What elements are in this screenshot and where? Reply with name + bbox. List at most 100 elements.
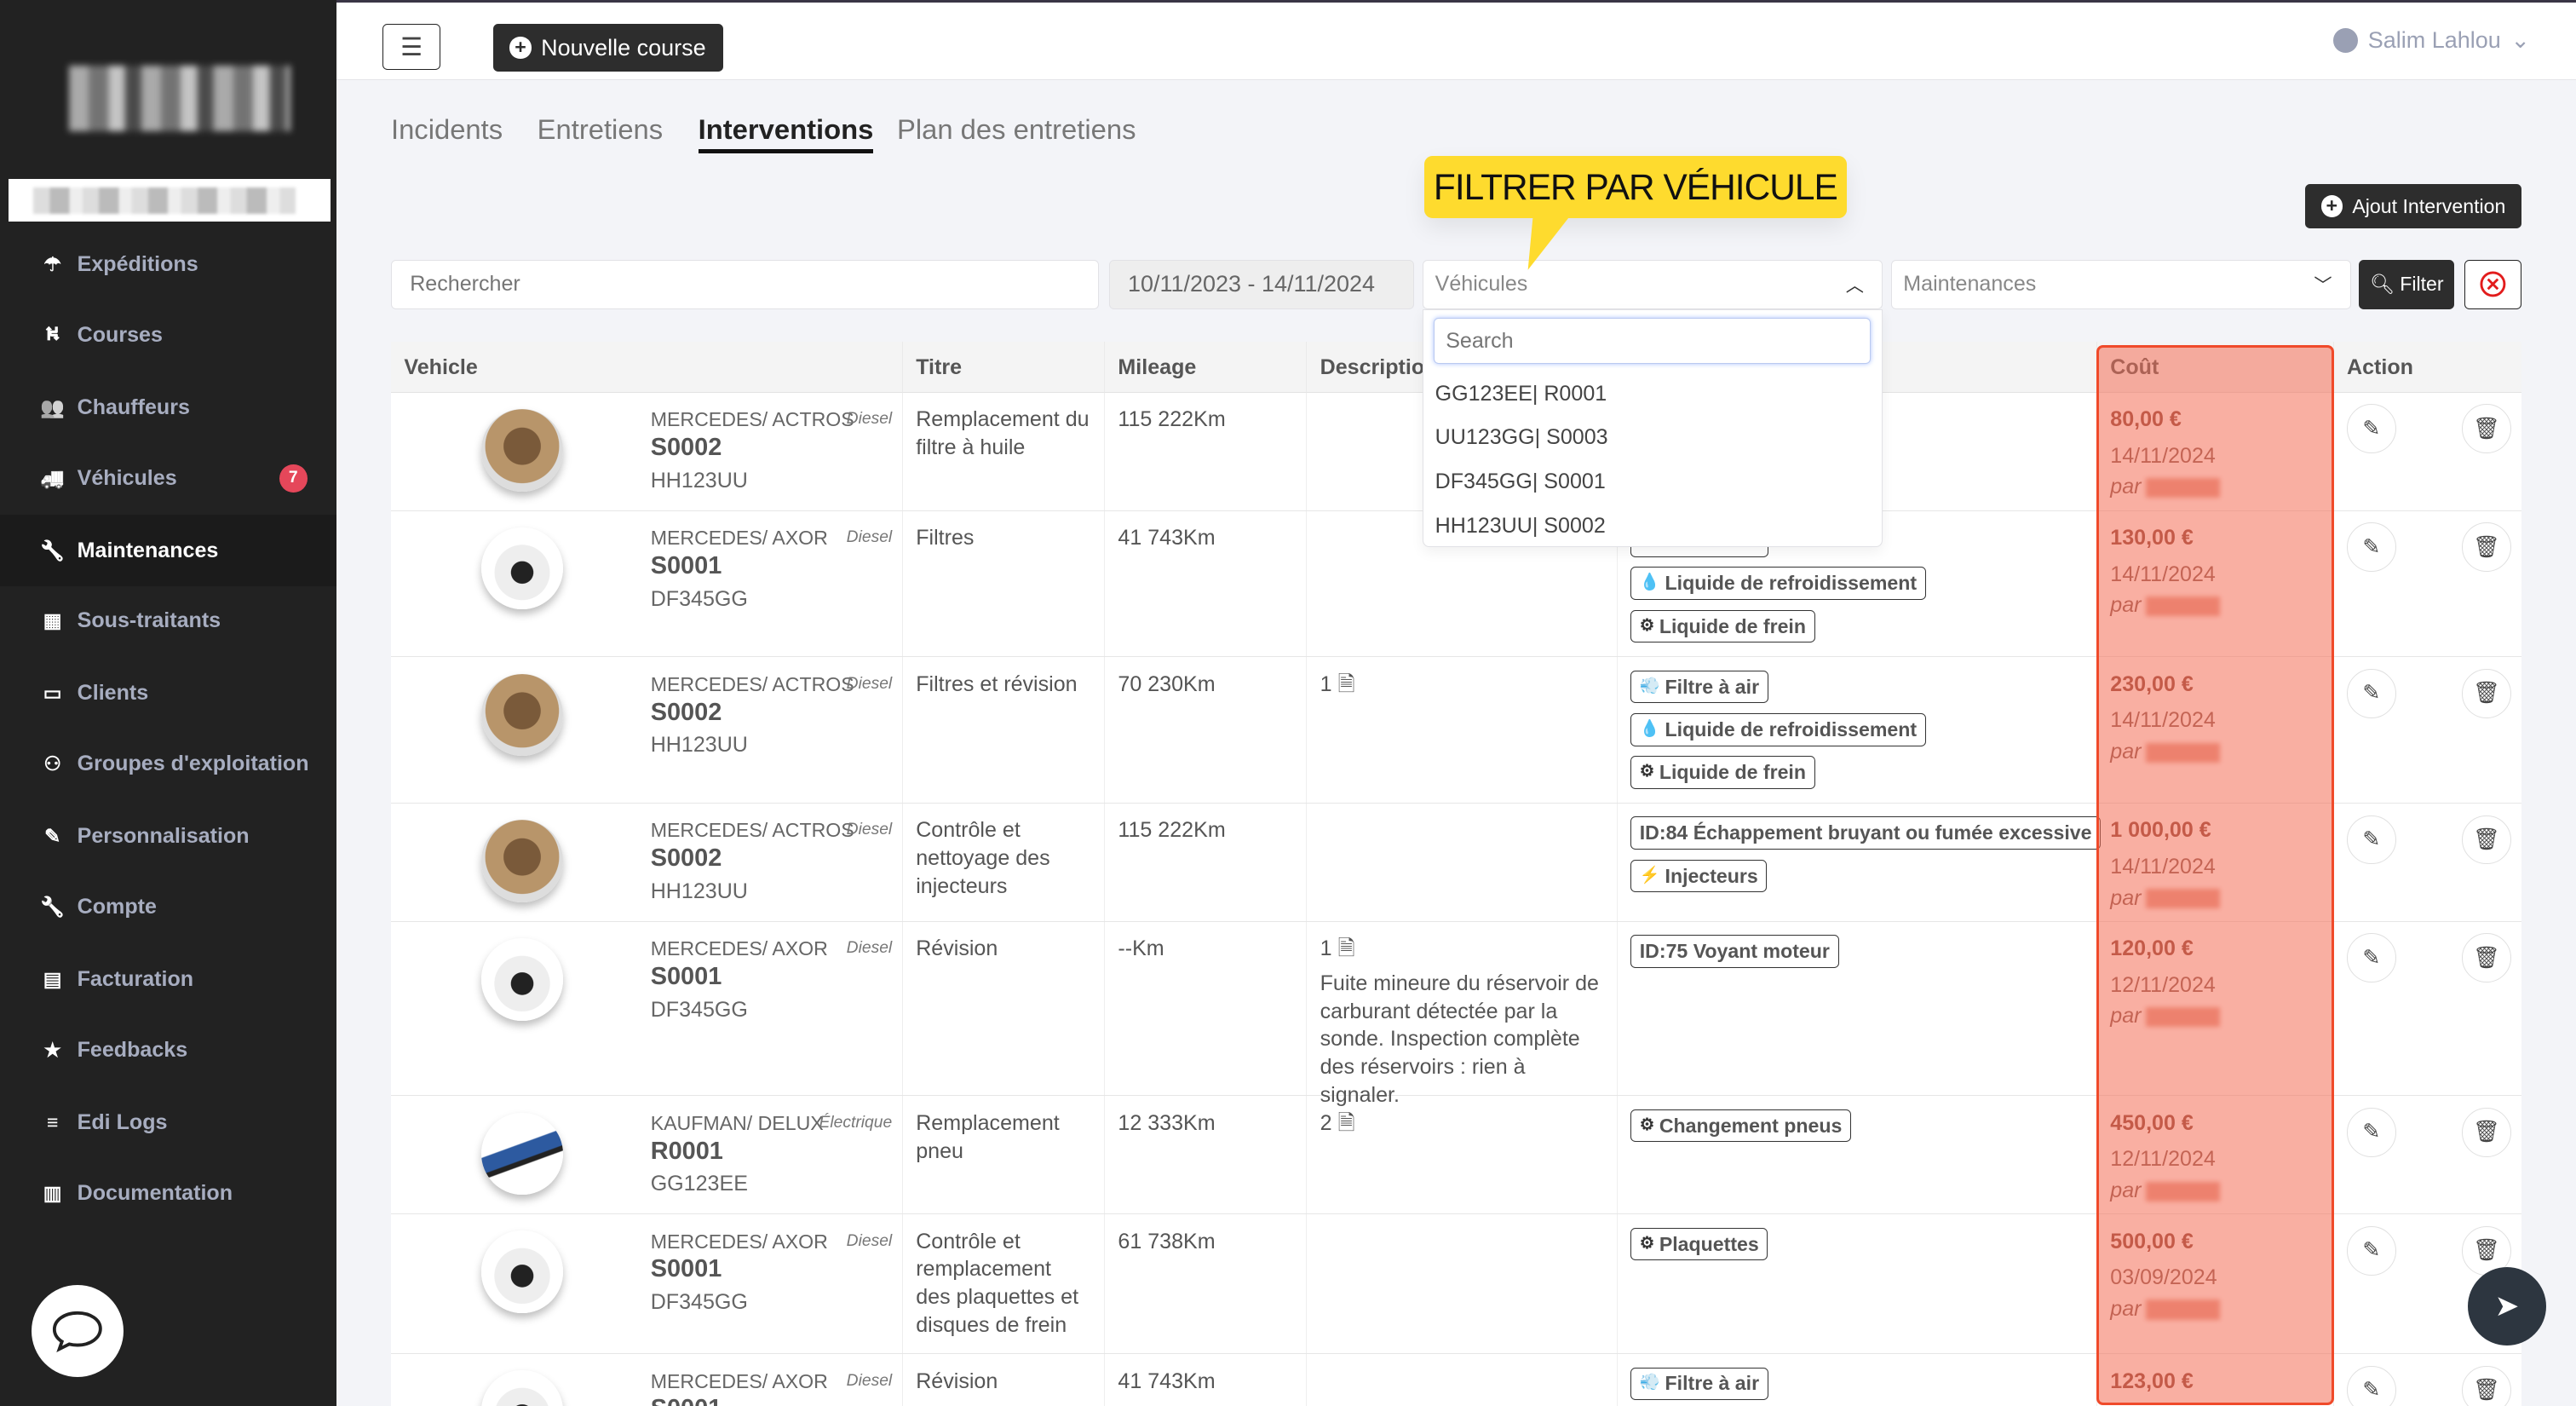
- delete-button[interactable]: 🗑︎: [2461, 522, 2511, 573]
- maintenance-tag: ⚙ Liquide de frein: [1630, 756, 1815, 789]
- description-cell: 1 🗎 Fuite mineure du réservoir de carbura…: [1306, 921, 1616, 1107]
- sidebar-item-feedbacks[interactable]: ★ Feedbacks: [0, 1014, 336, 1086]
- vehicle-code[interactable]: S0001: [650, 551, 722, 579]
- attachments-count[interactable]: 1 🗎: [1320, 935, 1604, 963]
- delete-button[interactable]: 🗑︎: [2461, 933, 2511, 983]
- license-plate: HH123UU: [650, 879, 748, 903]
- edit-button[interactable]: ✎: [2346, 933, 2396, 983]
- vehicle-code[interactable]: S0001: [650, 1255, 722, 1283]
- table-row: MERCEDES/ AXOR Diesel S0001 Révision 41 743K…: [391, 1354, 2521, 1406]
- pencil-icon: ✎: [2362, 1238, 2381, 1263]
- sidebar-item-label: Personnalisation: [77, 824, 250, 849]
- sidebar-item-label: Documentation: [77, 1180, 233, 1205]
- add-intervention-button[interactable]: + Ajout Intervention: [2304, 183, 2522, 229]
- sidebar-item-compte[interactable]: 🔧 Compte: [0, 871, 336, 943]
- pencil-icon: ✎: [2362, 534, 2381, 559]
- company-name-redacted: [8, 179, 331, 222]
- sidebar-item-groupes-d-exploitation[interactable]: ⚇ Groupes d'exploitation: [0, 728, 336, 800]
- created-by: par: [2110, 473, 2320, 501]
- dropdown-option[interactable]: DF345GG| S0001: [1435, 469, 1606, 493]
- edit-button[interactable]: ✎: [2346, 1225, 2396, 1276]
- mileage-cell: 41 743Km: [1103, 1354, 1306, 1406]
- sidebar-item-courses[interactable]: ⛕ Courses: [0, 299, 336, 372]
- cost-cell: 230,00 € 14/11/2024 par: [2096, 657, 2333, 804]
- sidebar-item-maintenances[interactable]: 🔧 Maintenances: [0, 514, 337, 587]
- menu-toggle-button[interactable]: ☰: [382, 24, 440, 71]
- tab-entretiens[interactable]: Entretiens: [537, 113, 664, 146]
- search-input[interactable]: [390, 259, 1100, 309]
- attachments-count[interactable]: 2 🗎: [1320, 1109, 1604, 1138]
- new-course-button[interactable]: + Nouvelle course: [492, 24, 723, 72]
- action-cell: ✎ 🗑︎: [2332, 1096, 2522, 1214]
- vehicle-code[interactable]: S0002: [650, 844, 722, 873]
- sidebar-item-edi-logs[interactable]: ≡ Edi Logs: [0, 1086, 336, 1159]
- tab-interventions[interactable]: Interventions: [698, 113, 874, 153]
- dropdown-option[interactable]: HH123UU| S0002: [1435, 513, 1606, 538]
- sidebar-item-clients[interactable]: ▭ Clients: [0, 657, 336, 729]
- delete-button[interactable]: 🗑︎: [2461, 815, 2511, 865]
- attachment-count: 1: [1320, 936, 1332, 961]
- description-cell: [1306, 392, 1616, 510]
- delete-button[interactable]: 🗑︎: [2461, 1107, 2511, 1157]
- sidebar-item-label: Facturation: [77, 966, 194, 991]
- delete-button[interactable]: 🗑︎: [2461, 1225, 2511, 1276]
- edit-button[interactable]: ✎: [2346, 815, 2396, 865]
- sidebar-item-v-hicules[interactable]: 🚚 Véhicules 7: [0, 442, 336, 515]
- edit-button[interactable]: ✎: [2346, 522, 2396, 573]
- mileage-cell: 115 222Km: [1103, 392, 1306, 510]
- mileage-value: 41 743Km: [1118, 526, 1216, 550]
- pencil-icon: ✎: [2362, 681, 2381, 706]
- cost-amount: 123,00 €: [2110, 1369, 2194, 1393]
- maintenances-select[interactable]: Maintenances ﹀: [1890, 259, 2351, 309]
- vehicle-code[interactable]: S0002: [650, 698, 722, 726]
- chat-button[interactable]: [31, 1285, 124, 1378]
- vehicles-select[interactable]: Véhicules ︿: [1423, 259, 1883, 309]
- edit-button[interactable]: ✎: [2346, 668, 2396, 718]
- action-cell: ✎ 🗑︎: [2332, 1214, 2522, 1354]
- edit-button[interactable]: ✎: [2346, 404, 2396, 454]
- tab-plan-entretiens[interactable]: Plan des entretiens: [896, 113, 1136, 146]
- vehicle-code[interactable]: R0001: [650, 1137, 723, 1165]
- delete-button[interactable]: 🗑︎: [2461, 668, 2511, 718]
- vehicle-code[interactable]: S0001: [651, 1395, 722, 1406]
- cost-date: 12/11/2024: [2110, 972, 2216, 997]
- maintenance-tag: ⚙ Liquide de frein: [1630, 609, 1815, 643]
- clear-filters-button[interactable]: [2464, 259, 2522, 309]
- vehicle-make-model: MERCEDES/ ACTROS: [650, 672, 854, 695]
- edit-button[interactable]: ✎: [2346, 1365, 2396, 1406]
- user-menu[interactable]: Salim Lahlou ⌄: [2333, 27, 2530, 54]
- title-cell: Remplacement du filtre à huile: [901, 392, 1104, 510]
- delete-button[interactable]: 🗑︎: [2461, 404, 2511, 454]
- sidebar-item-label: Véhicules: [77, 465, 177, 490]
- cost-amount: 80,00 €: [2110, 407, 2182, 432]
- tab-incidents[interactable]: Incidents: [390, 113, 503, 146]
- tag-list: 💨 Filtre à air: [1630, 1367, 2083, 1406]
- air-filter-icon: 💨: [1639, 677, 1660, 695]
- sidebar-item-exp-ditions[interactable]: ☂ Expéditions: [0, 228, 336, 301]
- delete-button[interactable]: 🗑︎: [2461, 1365, 2511, 1406]
- mileage-value: 115 222Km: [1118, 407, 1226, 432]
- sidebar-item-label: Chauffeurs: [77, 395, 190, 419]
- attachments-count[interactable]: 1 🗎: [1320, 671, 1604, 699]
- vehicle-code[interactable]: S0001: [650, 963, 722, 991]
- document-icon: 🗎: [1331, 1110, 1355, 1135]
- dropdown-option[interactable]: GG123EE| R0001: [1435, 382, 1607, 406]
- sidebar-item-documentation[interactable]: ▥ Documentation: [0, 1157, 336, 1230]
- vehicles-dropdown: GG123EE| R0001 UU123GG| S0003 DF345GG| S…: [1423, 308, 1883, 548]
- sidebar-item-personnalisation[interactable]: ✎ Personnalisation: [0, 800, 336, 873]
- search-icon: 🔍︎: [2370, 273, 2395, 296]
- dropdown-option[interactable]: UU123GG| S0003: [1435, 424, 1608, 449]
- sidebar-item-facturation[interactable]: ▤ Facturation: [0, 943, 336, 1016]
- send-button[interactable]: ➤: [2467, 1266, 2547, 1346]
- edit-button[interactable]: ✎: [2346, 1107, 2396, 1157]
- sidebar-item-chauffeurs[interactable]: 👥 Chauffeurs: [0, 372, 336, 444]
- title-cell: Révision: [901, 1354, 1104, 1406]
- date-range-input[interactable]: 10/11/2023 - 14/11/2024: [1108, 259, 1415, 309]
- sidebar-item-sous-traitants[interactable]: ▦ Sous-traitants: [0, 585, 336, 658]
- tag-label: Changement pneus: [1659, 1114, 1843, 1137]
- filter-button[interactable]: 🔍︎ Filter: [2359, 259, 2455, 309]
- tags-cell: 💨 Filtre à air 💧 Liquide de refroidissement…: [1616, 657, 2096, 804]
- star-icon: ★: [43, 1038, 62, 1061]
- vehicle-code[interactable]: S0002: [650, 434, 722, 462]
- dropdown-search-input[interactable]: [1433, 318, 1871, 365]
